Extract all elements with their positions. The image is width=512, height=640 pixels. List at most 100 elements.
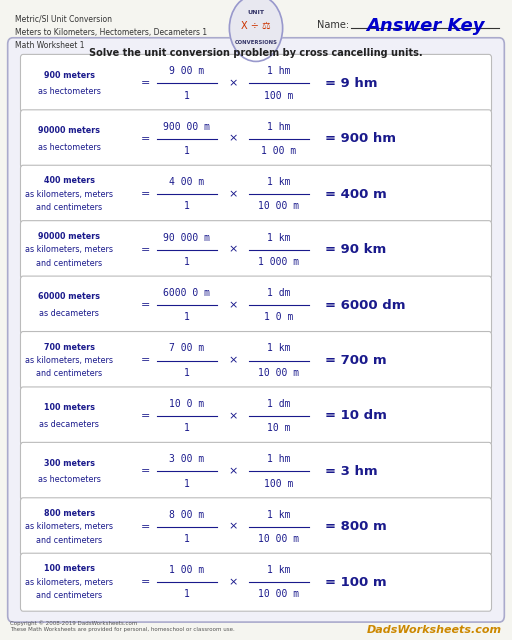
Text: 1 dm: 1 dm — [267, 399, 291, 409]
Text: ×: × — [228, 189, 238, 199]
FancyBboxPatch shape — [20, 498, 492, 556]
Text: ×: × — [228, 300, 238, 310]
FancyBboxPatch shape — [20, 442, 492, 500]
Text: 1 000 m: 1 000 m — [259, 257, 300, 267]
Text: as decameters: as decameters — [39, 420, 99, 429]
Text: 1 km: 1 km — [267, 177, 291, 187]
Text: as kilometers, meters: as kilometers, meters — [25, 245, 113, 254]
Text: 10 00 m: 10 00 m — [259, 367, 300, 378]
Text: =: = — [141, 411, 151, 421]
Text: and centimeters: and centimeters — [36, 591, 102, 600]
Text: UNIT: UNIT — [247, 10, 265, 15]
Text: Solve the unit conversion problem by cross cancelling units.: Solve the unit conversion problem by cro… — [89, 48, 423, 58]
FancyBboxPatch shape — [20, 332, 492, 390]
Text: = 10 dm: = 10 dm — [325, 410, 387, 422]
Text: = 800 m: = 800 m — [325, 520, 387, 533]
Text: 1 km: 1 km — [267, 565, 291, 575]
Text: ×: × — [228, 244, 238, 255]
Text: as kilometers, meters: as kilometers, meters — [25, 578, 113, 587]
Text: ×: × — [228, 355, 238, 365]
FancyBboxPatch shape — [20, 387, 492, 445]
Text: 100 m: 100 m — [264, 479, 294, 488]
Text: and centimeters: and centimeters — [36, 259, 102, 268]
Text: and centimeters: and centimeters — [36, 369, 102, 378]
Text: =: = — [141, 577, 151, 588]
FancyBboxPatch shape — [20, 221, 492, 278]
Text: =: = — [141, 355, 151, 365]
Text: 1 hm: 1 hm — [267, 122, 291, 132]
Text: 1 km: 1 km — [267, 232, 291, 243]
Text: 90 000 m: 90 000 m — [163, 232, 210, 243]
Text: as hectometers: as hectometers — [38, 87, 100, 96]
Text: 300 meters: 300 meters — [44, 458, 95, 468]
Text: as kilometers, meters: as kilometers, meters — [25, 356, 113, 365]
Text: =: = — [141, 522, 151, 532]
Text: 10 m: 10 m — [267, 423, 291, 433]
Text: ×: × — [228, 577, 238, 588]
Text: 1: 1 — [184, 589, 190, 600]
Text: =: = — [141, 244, 151, 255]
Text: 4 00 m: 4 00 m — [169, 177, 204, 187]
FancyBboxPatch shape — [20, 553, 492, 611]
Text: as kilometers, meters: as kilometers, meters — [25, 189, 113, 199]
Text: 1 dm: 1 dm — [267, 288, 291, 298]
FancyBboxPatch shape — [8, 38, 504, 622]
Text: =: = — [141, 78, 151, 88]
Text: 800 meters: 800 meters — [44, 509, 95, 518]
Text: = 100 m: = 100 m — [325, 576, 387, 589]
Circle shape — [229, 0, 283, 61]
Text: 90000 meters: 90000 meters — [38, 126, 100, 135]
Text: as hectometers: as hectometers — [38, 475, 100, 484]
Text: 1 0 m: 1 0 m — [264, 312, 294, 323]
Text: 10 00 m: 10 00 m — [259, 589, 300, 600]
Text: ×: × — [228, 467, 238, 476]
Text: 10 0 m: 10 0 m — [169, 399, 204, 409]
Text: DadsWorksheets.com: DadsWorksheets.com — [367, 625, 502, 635]
Text: 6000 0 m: 6000 0 m — [163, 288, 210, 298]
Text: CONVERSIONS: CONVERSIONS — [234, 40, 278, 45]
Text: ×: × — [228, 78, 238, 88]
Text: 1: 1 — [184, 312, 190, 323]
Text: 1: 1 — [184, 202, 190, 211]
Text: = 90 km: = 90 km — [325, 243, 387, 256]
Text: 7 00 m: 7 00 m — [169, 343, 204, 353]
Text: Name:: Name: — [317, 20, 350, 31]
Text: 10 00 m: 10 00 m — [259, 202, 300, 211]
Text: 900 00 m: 900 00 m — [163, 122, 210, 132]
FancyBboxPatch shape — [20, 54, 492, 113]
Text: 1 km: 1 km — [267, 343, 291, 353]
Text: 60000 meters: 60000 meters — [38, 292, 100, 301]
Text: and centimeters: and centimeters — [36, 536, 102, 545]
Text: 400 meters: 400 meters — [44, 176, 95, 186]
Text: 100 m: 100 m — [264, 90, 294, 100]
Text: = 400 m: = 400 m — [325, 188, 387, 201]
Text: 1: 1 — [184, 367, 190, 378]
Text: Meters to Kilometers, Hectometers, Decameters 1: Meters to Kilometers, Hectometers, Decam… — [15, 28, 207, 36]
Text: 100 meters: 100 meters — [44, 564, 95, 573]
Text: 8 00 m: 8 00 m — [169, 509, 204, 520]
Text: 1: 1 — [184, 257, 190, 267]
Text: = 900 hm: = 900 hm — [325, 132, 396, 145]
Text: as kilometers, meters: as kilometers, meters — [25, 522, 113, 531]
Text: ×: × — [228, 134, 238, 144]
Text: 1: 1 — [184, 479, 190, 488]
Text: =: = — [141, 467, 151, 476]
Text: =: = — [141, 134, 151, 144]
Text: 100 meters: 100 meters — [44, 403, 95, 412]
Text: 1 hm: 1 hm — [267, 454, 291, 464]
Text: 1: 1 — [184, 90, 190, 100]
Text: = 9 hm: = 9 hm — [325, 77, 378, 90]
Text: = 6000 dm: = 6000 dm — [325, 299, 406, 312]
Text: 90000 meters: 90000 meters — [38, 232, 100, 241]
Text: ×: × — [228, 411, 238, 421]
Text: 1 00 m: 1 00 m — [169, 565, 204, 575]
Text: Copyright © 2008-2019 DadsWorksheets.com
These Math Worksheets are provided for : Copyright © 2008-2019 DadsWorksheets.com… — [10, 620, 235, 632]
Text: Answer Key: Answer Key — [366, 17, 484, 35]
Text: =: = — [141, 189, 151, 199]
Text: 3 00 m: 3 00 m — [169, 454, 204, 464]
Text: =: = — [141, 300, 151, 310]
Text: = 3 hm: = 3 hm — [325, 465, 378, 478]
Text: 1 hm: 1 hm — [267, 66, 291, 76]
Text: 1 00 m: 1 00 m — [262, 146, 296, 156]
Text: 1: 1 — [184, 146, 190, 156]
